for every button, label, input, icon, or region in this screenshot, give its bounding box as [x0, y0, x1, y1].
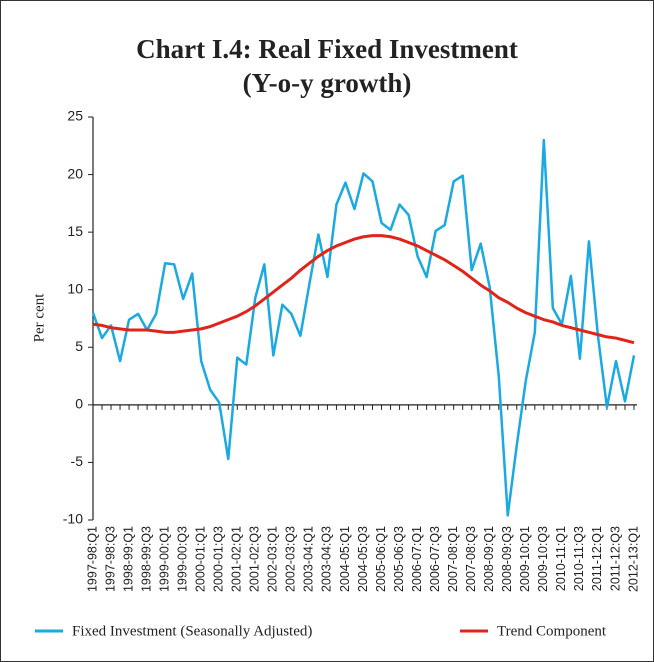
x-tick-label: 2008-09:Q3	[500, 526, 514, 592]
y-tick-label: -10	[63, 511, 83, 527]
x-tick-label: 1997-98:Q1	[85, 526, 99, 592]
x-tick-label: 2004-05:Q3	[356, 526, 370, 592]
legend-label: Fixed Investment (Seasonally Adjusted)	[72, 623, 312, 639]
y-tick-label: 15	[67, 223, 83, 239]
series-line	[91, 138, 636, 517]
x-tick-label: 2007-08:Q1	[446, 526, 460, 592]
x-tick-label: 2003-04:Q1	[302, 526, 316, 592]
x-tick-label: 2001-02:Q1	[230, 526, 244, 592]
x-tick-label: 2011-12:Q1	[590, 526, 604, 591]
series-line	[92, 234, 635, 345]
x-tick-label: 2006-07:Q3	[428, 526, 442, 592]
legend-label: Trend Component	[497, 623, 607, 639]
x-tick-label: 1998-99:Q3	[139, 526, 153, 592]
x-tick-label: 2000-01:Q3	[212, 526, 226, 592]
x-tick-label: 2012-13:Q1	[626, 526, 640, 592]
x-tick-label: 1999-00:Q3	[175, 526, 189, 592]
x-tick-label: 2005-06:Q3	[392, 526, 406, 592]
x-tick-label: 2009-10:Q3	[536, 526, 550, 592]
x-tick-label: 2010-11:Q1	[554, 526, 568, 591]
x-tick-label: 1997-98:Q3	[103, 526, 117, 592]
chart-subtitle: (Y-o-y growth)	[243, 68, 412, 98]
y-tick-label: 20	[67, 165, 83, 181]
y-tick-label: 10	[67, 280, 83, 296]
chart-title: Chart I.4: Real Fixed Investment	[136, 34, 518, 64]
x-tick-label: 2010-11:Q3	[572, 526, 586, 591]
x-tick-label: 2011-12:Q3	[608, 526, 622, 591]
y-tick-label: 5	[75, 338, 83, 354]
x-tick-label: 1998-99:Q1	[121, 526, 135, 592]
x-tick-label: 1999-00:Q1	[157, 526, 171, 592]
y-axis-label: Per cent	[31, 293, 47, 343]
x-tick-label: 2001-02:Q3	[248, 526, 262, 592]
x-tick-label: 2007-08:Q3	[464, 526, 478, 592]
x-tick-label: 2003-04:Q3	[320, 526, 334, 592]
x-tick-label: 2000-01:Q1	[193, 526, 207, 592]
x-tick-label: 2005-06:Q1	[374, 526, 388, 592]
y-tick-label: -5	[71, 453, 84, 469]
x-tick-label: 2004-05:Q1	[338, 526, 352, 592]
x-tick-label: 2002-03:Q1	[266, 526, 280, 592]
x-tick-label: 2002-03:Q3	[284, 526, 298, 592]
y-tick-label: 0	[75, 396, 83, 412]
x-tick-label: 2008-09:Q1	[482, 526, 496, 592]
x-tick-label: 2006-07:Q1	[410, 526, 424, 592]
x-tick-label: 2009-10:Q1	[518, 526, 532, 592]
y-tick-label: 25	[67, 108, 83, 124]
